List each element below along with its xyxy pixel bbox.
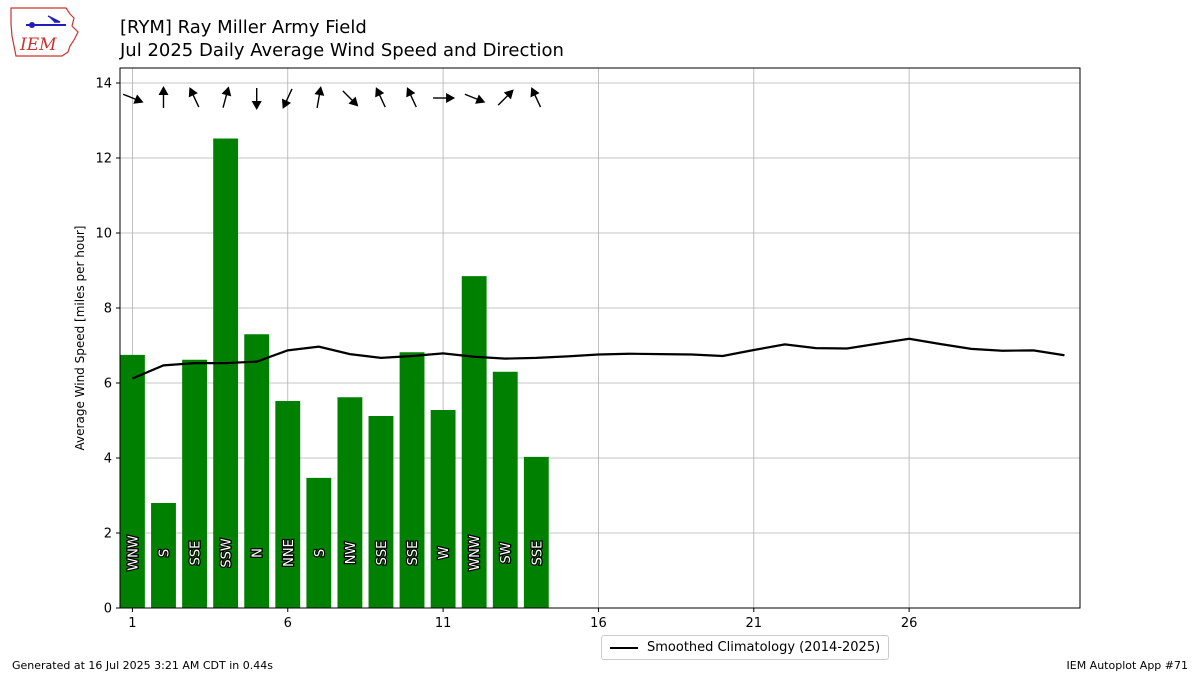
y-tick-label: 6 [104, 377, 112, 392]
grid-lines [120, 68, 1080, 609]
climatology-line [131, 337, 1065, 380]
plot-frame [119, 67, 1081, 609]
logo-text: IEM [19, 35, 57, 55]
direction-label-day-13: SW [499, 542, 514, 563]
chart-title: [RYM] Ray Miller Army Field [120, 17, 367, 38]
y-tick-label: 4 [104, 452, 112, 467]
direction-arrow-day-10 [406, 87, 417, 108]
x-tick-label: 21 [746, 616, 763, 631]
x-tick-label: 16 [590, 616, 607, 631]
bar-day-10 [399, 352, 425, 608]
bar-day-1 [120, 354, 145, 608]
x-tick-label: 1 [128, 616, 136, 631]
direction-label-day-12: WNW [468, 535, 483, 571]
x-tick-label: 11 [435, 616, 452, 631]
climatology-line-path [131, 337, 1065, 380]
direction-arrow-day-11 [433, 93, 456, 103]
direction-arrow-day-12 [464, 93, 486, 104]
bar-day-14 [523, 456, 549, 608]
bar-day-5 [244, 334, 270, 608]
bar-day-9 [368, 416, 394, 608]
direction-arrow-day-1 [122, 93, 144, 104]
direction-label-day-6: NNE [282, 539, 297, 567]
direction-label-day-7: S [313, 549, 328, 557]
bar-day-13 [492, 371, 518, 608]
direction-labels: WNW S SSE SSW N NNE S NW SSE SSE W WNW SW SSE [125, 534, 546, 572]
direction-arrow-day-3 [188, 87, 200, 108]
bar-day-11 [430, 410, 456, 608]
direction-arrow-day-8 [342, 90, 359, 107]
legend: Smoothed Climatology (2014-2025) [601, 635, 890, 660]
iowa-outline-icon [10, 7, 79, 57]
app-credit: IEM Autoplot App #71 [1066, 659, 1189, 672]
direction-arrow-day-14 [530, 87, 542, 108]
bar-day-4 [213, 138, 239, 608]
legend-line-swatch [610, 646, 638, 649]
direction-label-day-3: SSE [189, 541, 204, 566]
direction-label-day-8: NW [344, 542, 359, 565]
y-tick-label: 2 [104, 527, 112, 542]
direction-arrow-day-5 [251, 88, 262, 110]
bar-day-6 [275, 401, 301, 608]
direction-arrow-day-9 [375, 87, 386, 108]
direction-arrow-day-2 [158, 86, 169, 108]
chart-subtitle: Jul 2025 Daily Average Wind Speed and Di… [120, 40, 564, 61]
bar-day-8 [337, 397, 363, 608]
iem-logo: IEM [10, 7, 79, 57]
x-tick-label: 6 [284, 616, 292, 631]
y-tick-label: 8 [104, 302, 112, 317]
y-tick-label: 0 [104, 602, 112, 617]
y-tick-label: 10 [95, 227, 112, 242]
direction-label-day-4: SSW [220, 538, 235, 568]
y-axis-label: Average Wind Speed [miles per hour] [73, 226, 87, 451]
direction-label-day-1: WNW [126, 535, 141, 571]
direction-label-day-10: SSE [406, 541, 421, 566]
legend-label: Smoothed Climatology (2014-2025) [647, 640, 881, 655]
bar-day-7 [306, 477, 332, 608]
direction-label-day-14: SSE [530, 541, 545, 566]
y-tick-label: 14 [95, 77, 112, 92]
direction-label-day-9: SSE [375, 541, 390, 566]
direction-arrow-day-13 [497, 89, 514, 106]
direction-arrow-day-7 [314, 86, 325, 108]
station-dot-icon [29, 22, 35, 28]
direction-arrow-day-6 [281, 88, 293, 109]
x-tick-label: 26 [901, 616, 918, 631]
direction-label-day-2: S [157, 549, 172, 557]
bar-day-3 [182, 359, 207, 608]
direction-label-day-5: N [251, 548, 266, 558]
bar-day-2 [151, 503, 176, 608]
direction-arrows [122, 86, 542, 110]
bars [120, 138, 549, 608]
generated-timestamp: Generated at 16 Jul 2025 3:21 AM CDT in … [12, 659, 273, 672]
y-tick-label: 12 [95, 152, 112, 167]
direction-label-day-11: W [437, 546, 452, 559]
wind-barb-icon [47, 15, 61, 23]
direction-arrow-day-4 [221, 86, 232, 108]
bar-day-12 [461, 276, 487, 608]
